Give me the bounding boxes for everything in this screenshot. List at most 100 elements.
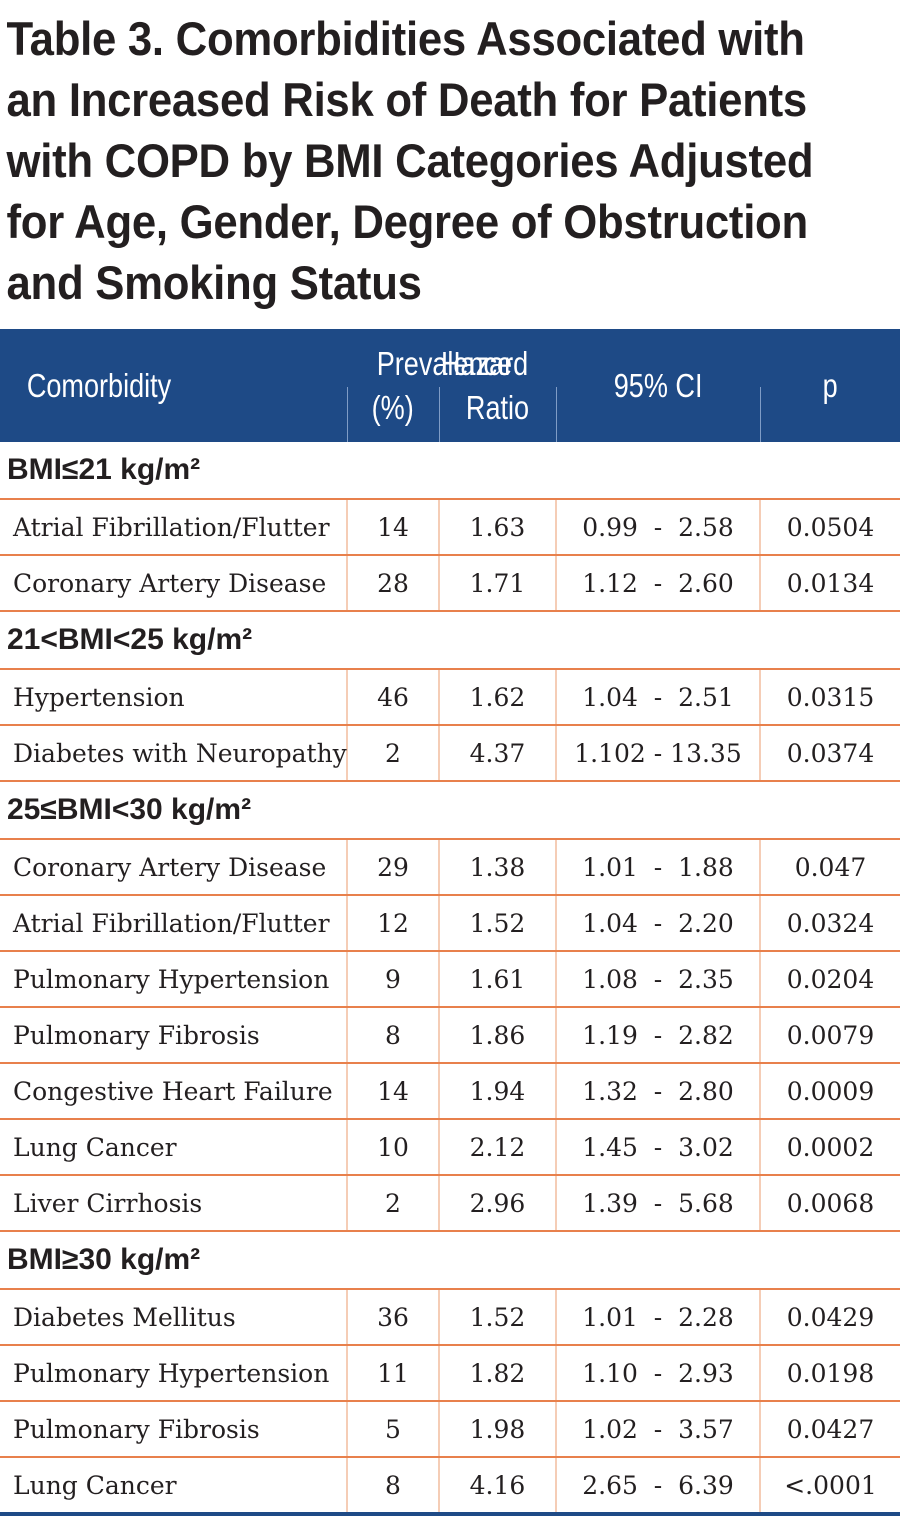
cell-prevalence: 5 — [346, 1401, 439, 1458]
table-row: Coronary Artery Disease 28 1.71 1.12 - 2.60… — [0, 555, 900, 612]
cell-p-value: 0.0134 — [759, 555, 900, 612]
table-row: Pulmonary Fibrosis 5 1.98 1.02 - 3.57 0.0427 — [0, 1401, 900, 1458]
cell-p-value: <.0001 — [759, 1457, 900, 1516]
cell-p-value: 0.0429 — [759, 1289, 900, 1346]
bmi-group-row: 25≤BMI<30 kg/m² — [0, 781, 900, 840]
cell-comorbidity: Pulmonary Fibrosis — [0, 1401, 347, 1458]
cell-p-value: 0.0204 — [759, 951, 900, 1008]
header-ci: 95% CI — [556, 329, 760, 442]
cell-hazard-ratio: 4.37 — [438, 725, 556, 782]
table-title: Table 3. Comorbidities Associated with a… — [0, 0, 899, 313]
title-line: an Increased Risk of Death for Patients — [6, 73, 808, 126]
title-line: and Smoking Status — [6, 256, 422, 309]
bmi-group-label: 21<BMI<25 kg/m² — [0, 611, 900, 670]
header-prevalence: Prevalence (%) — [347, 329, 512, 442]
cell-prevalence: 29 — [346, 839, 439, 896]
title-line: with COPD by BMI Categories Adjusted — [6, 134, 814, 187]
cell-ci: 1.08 - 2.35 — [555, 951, 760, 1008]
table-row: Lung Cancer 8 4.16 2.65 - 6.39 <.0001 — [0, 1457, 900, 1516]
bmi-group-label: BMI≥30 kg/m² — [0, 1231, 900, 1290]
cell-ci: 1.32 - 2.80 — [555, 1063, 760, 1120]
cell-hazard-ratio: 2.96 — [438, 1175, 556, 1232]
table-header: Comorbidity Prevalence (%) Hazard Ratio … — [0, 329, 900, 442]
table-row: Lung Cancer 10 2.12 1.45 - 3.02 0.0002 — [0, 1119, 900, 1176]
cell-p-value: 0.0427 — [759, 1401, 900, 1458]
cell-p-value: 0.0068 — [759, 1175, 900, 1232]
cell-p-value: 0.0009 — [759, 1063, 900, 1120]
cell-p-value: 0.0504 — [759, 499, 900, 556]
cell-p-value: 0.0079 — [759, 1007, 900, 1064]
bmi-group-label: BMI≤21 kg/m² — [0, 442, 900, 500]
cell-p-value: 0.0315 — [759, 669, 900, 726]
cell-ci: 1.01 - 2.28 — [555, 1289, 760, 1346]
cell-hazard-ratio: 1.52 — [438, 1289, 556, 1346]
header-p: p — [760, 329, 900, 442]
bmi-group-label: 25≤BMI<30 kg/m² — [0, 781, 900, 840]
table-row: Pulmonary Hypertension 11 1.82 1.10 - 2.93 0… — [0, 1345, 900, 1402]
cell-p-value: 0.0002 — [759, 1119, 900, 1176]
cell-prevalence: 10 — [346, 1119, 439, 1176]
cell-hazard-ratio: 1.38 — [438, 839, 556, 896]
cell-hazard-ratio: 1.62 — [438, 669, 556, 726]
cell-ci: 1.10 - 2.93 — [555, 1345, 760, 1402]
cell-prevalence: 12 — [346, 895, 439, 952]
cell-comorbidity: Congestive Heart Failure — [0, 1063, 347, 1120]
bmi-group-row: BMI≥30 kg/m² — [0, 1231, 900, 1290]
cell-hazard-ratio: 1.63 — [438, 499, 556, 556]
cell-comorbidity: Pulmonary Hypertension — [0, 951, 347, 1008]
table-row: Atrial Fibrillation/Flutter 14 1.63 0.99 - … — [0, 499, 900, 556]
table-body: BMI≤21 kg/m² Atrial Fibrillation/Flutter 1… — [0, 442, 900, 1516]
cell-comorbidity: Liver Cirrhosis — [0, 1175, 347, 1232]
cell-prevalence: 11 — [346, 1345, 439, 1402]
cell-hazard-ratio: 1.52 — [438, 895, 556, 952]
cell-ci: 1.01 - 1.88 — [555, 839, 760, 896]
cell-prevalence: 8 — [346, 1457, 439, 1516]
cell-comorbidity: Lung Cancer — [0, 1119, 347, 1176]
cell-prevalence: 14 — [346, 1063, 439, 1120]
cell-hazard-ratio: 1.86 — [438, 1007, 556, 1064]
cell-prevalence: 14 — [346, 499, 439, 556]
cell-p-value: 0.047 — [759, 839, 900, 896]
cell-hazard-ratio: 1.82 — [438, 1345, 556, 1402]
cell-hazard-ratio: 4.16 — [438, 1457, 556, 1516]
header-hazard-ratio: Hazard Ratio — [439, 329, 556, 442]
table-row: Hypertension 46 1.62 1.04 - 2.51 0.0315 — [0, 669, 900, 726]
cell-ci: 2.65 - 6.39 — [555, 1457, 760, 1516]
cell-ci: 1.04 - 2.20 — [555, 895, 760, 952]
table-row: Pulmonary Hypertension 9 1.61 1.08 - 2.35 0.… — [0, 951, 900, 1008]
cell-hazard-ratio: 1.94 — [438, 1063, 556, 1120]
cell-prevalence: 46 — [346, 669, 439, 726]
table-row: Diabetes Mellitus 36 1.52 1.01 - 2.28 0.0429 — [0, 1289, 900, 1346]
title-line: Table 3. Comorbidities Associated with — [6, 12, 805, 65]
table-row: Diabetes with Neuropathy 2 4.37 1.102 - 13.… — [0, 725, 900, 782]
cell-ci: 1.39 - 5.68 — [555, 1175, 760, 1232]
table-row: Coronary Artery Disease 29 1.38 1.01 - 1.88… — [0, 839, 900, 896]
cell-prevalence: 2 — [346, 725, 439, 782]
bmi-group-row: 21<BMI<25 kg/m² — [0, 611, 900, 670]
cell-comorbidity: Diabetes Mellitus — [0, 1289, 347, 1346]
cell-comorbidity: Lung Cancer — [0, 1457, 347, 1516]
table-row: Pulmonary Fibrosis 8 1.86 1.19 - 2.82 0.0079 — [0, 1007, 900, 1064]
cell-ci: 1.45 - 3.02 — [555, 1119, 760, 1176]
cell-prevalence: 8 — [346, 1007, 439, 1064]
cell-prevalence: 9 — [346, 951, 439, 1008]
cell-ci: 1.12 - 2.60 — [555, 555, 760, 612]
header-comorbidity: Comorbidity — [26, 366, 172, 404]
cell-ci: 1.102 - 13.35 — [555, 725, 760, 782]
table-row: Congestive Heart Failure 14 1.94 1.32 - 2.8… — [0, 1063, 900, 1120]
cell-comorbidity: Hypertension — [0, 669, 347, 726]
cell-comorbidity: Coronary Artery Disease — [0, 839, 347, 896]
cell-comorbidity: Coronary Artery Disease — [0, 555, 347, 612]
cell-comorbidity: Atrial Fibrillation/Flutter — [0, 895, 347, 952]
cell-ci: 1.04 - 2.51 — [555, 669, 760, 726]
cell-p-value: 0.0324 — [759, 895, 900, 952]
title-line: for Age, Gender, Degree of Obstruction — [6, 195, 809, 248]
cell-p-value: 0.0374 — [759, 725, 900, 782]
cell-ci: 1.02 - 3.57 — [555, 1401, 760, 1458]
cell-comorbidity: Pulmonary Hypertension — [0, 1345, 347, 1402]
cell-hazard-ratio: 1.71 — [438, 555, 556, 612]
cell-p-value: 0.0198 — [759, 1345, 900, 1402]
cell-ci: 0.99 - 2.58 — [555, 499, 760, 556]
cell-comorbidity: Pulmonary Fibrosis — [0, 1007, 347, 1064]
cell-prevalence: 36 — [346, 1289, 439, 1346]
